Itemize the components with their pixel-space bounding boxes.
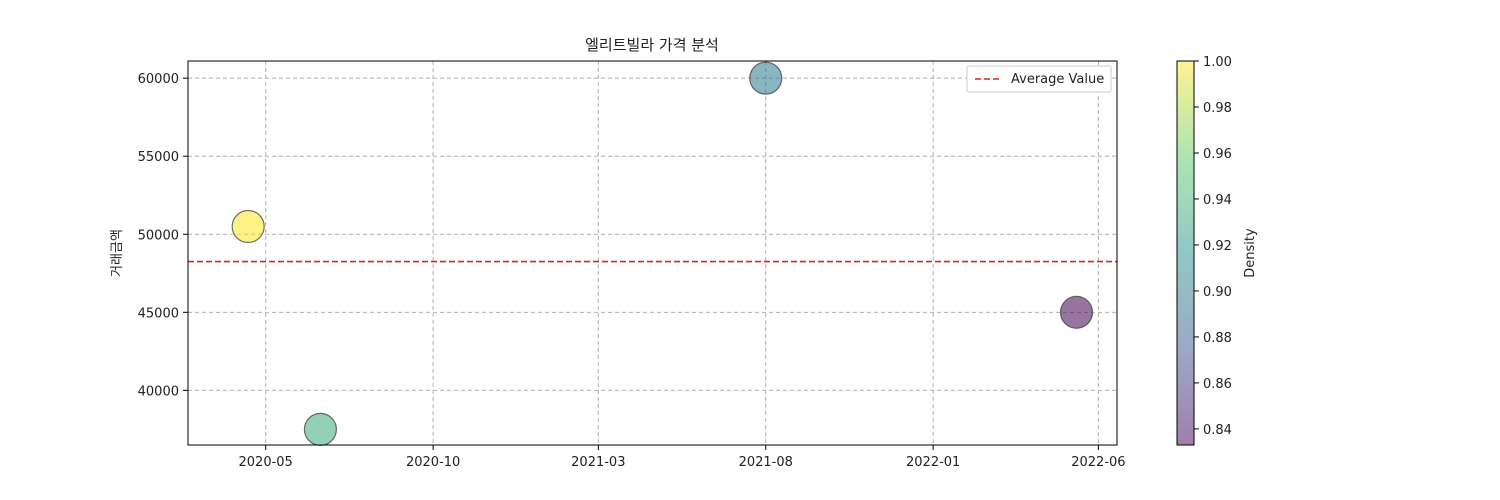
- data-point: [303, 412, 338, 446]
- colorbar-tick-label: 0.84: [1203, 423, 1232, 438]
- colorbar-tick-label: 0.98: [1203, 101, 1232, 116]
- data-point: [1059, 295, 1094, 329]
- colorbar-tick-label: 0.92: [1203, 239, 1232, 254]
- x-tick-label: 2022-06: [1071, 455, 1125, 470]
- y-axis: 40000 45000 50000 55000 60000: [138, 72, 188, 399]
- y-tick-label: 50000: [138, 228, 179, 243]
- colorbar-tick-label: 0.96: [1203, 147, 1232, 162]
- x-tick-label: 2022-01: [906, 455, 960, 470]
- colorbar-label: Density: [1243, 228, 1258, 278]
- data-point: [749, 61, 783, 95]
- plot-area: [188, 61, 1117, 446]
- legend-label: Average Value: [1011, 72, 1104, 87]
- x-axis: 2020-05 2020-10 2021-03 2021-08 2022-01 2022-…: [239, 445, 1126, 470]
- colorbar: Density 0.84 0.86 0.88 0.90 0.92 0.94 0.96 0.98…: [1176, 55, 1258, 446]
- colorbar-tick-label: 0.94: [1203, 193, 1232, 208]
- y-axis-label: 거래금액: [110, 229, 125, 277]
- y-tick-label: 40000: [138, 384, 179, 399]
- x-tick-label: 2020-10: [406, 455, 460, 470]
- legend: Average Value: [966, 65, 1112, 93]
- colorbar-gradient: [1176, 60, 1195, 446]
- x-tick-label: 2021-03: [571, 455, 625, 470]
- x-tick-label: 2020-05: [239, 455, 293, 470]
- x-tick-label: 2021-08: [739, 455, 793, 470]
- legend-box: [966, 65, 1112, 93]
- plot-frame: [187, 60, 1118, 446]
- y-tick-label: 45000: [138, 306, 179, 321]
- y-tick-label: 55000: [138, 150, 179, 165]
- chart-title: 엘리트빌라 가격 분석: [585, 36, 719, 54]
- colorbar-tick-label: 1.00: [1203, 55, 1232, 70]
- colorbar-tick-label: 0.90: [1203, 285, 1232, 300]
- y-tick-label: 60000: [138, 72, 179, 87]
- data-point: [231, 209, 265, 244]
- colorbar-tick-label: 0.88: [1203, 331, 1232, 346]
- colorbar-tick-label: 0.86: [1203, 377, 1232, 392]
- grid: [188, 61, 1117, 445]
